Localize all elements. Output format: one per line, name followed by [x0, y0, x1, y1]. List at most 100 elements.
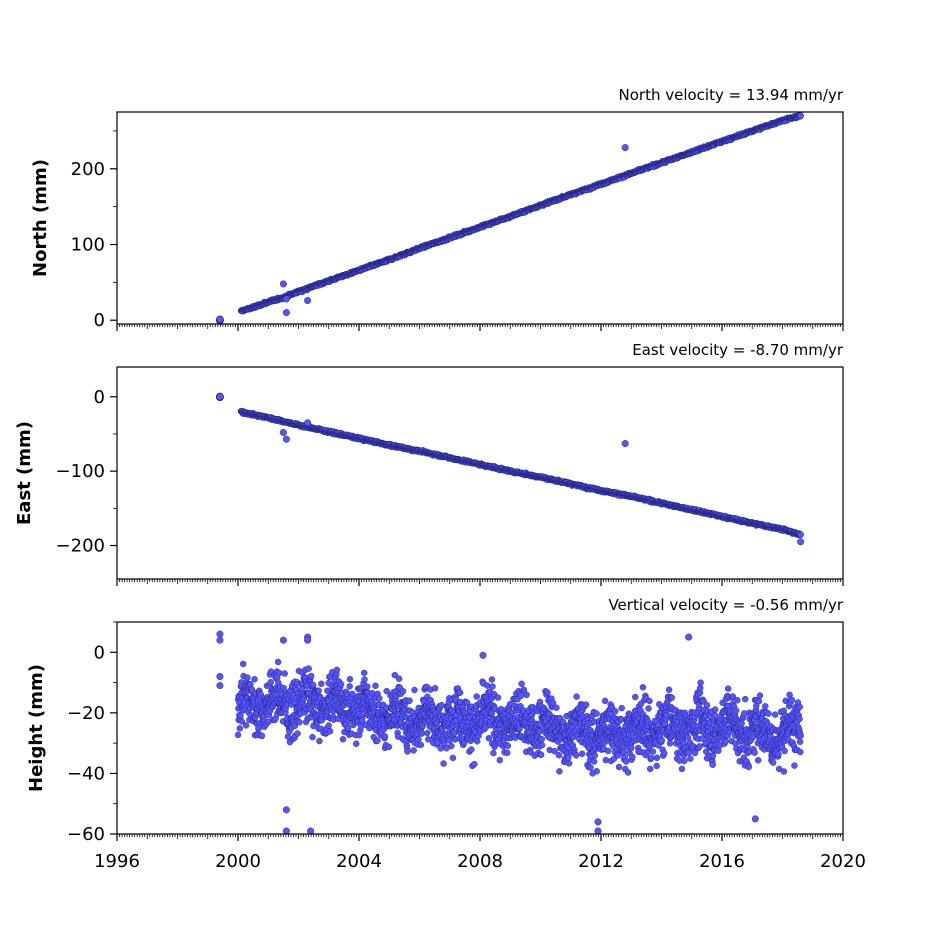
- data-points: [216, 112, 804, 324]
- data-point: [504, 742, 511, 749]
- panel-title: East velocity = -8.70 mm/yr: [632, 341, 844, 359]
- data-point: [431, 685, 439, 692]
- data-point: [418, 730, 425, 737]
- data-point: [244, 674, 251, 681]
- outlier-point: [621, 144, 629, 152]
- data-point: [346, 676, 354, 683]
- data-point: [411, 686, 418, 694]
- data-point: [490, 749, 497, 757]
- outlier-point: [279, 280, 287, 288]
- data-point: [281, 670, 288, 677]
- data-point: [496, 756, 503, 764]
- data-point: [473, 693, 480, 700]
- outlier-point: [304, 419, 312, 427]
- data-point: [305, 665, 312, 672]
- data-point: [446, 737, 453, 744]
- data-points: [216, 630, 804, 834]
- y-axis: 0 −100 −200: [56, 387, 117, 557]
- data-point: [417, 741, 424, 749]
- data-point: [344, 725, 352, 732]
- data-point: [326, 728, 334, 735]
- data-point: [236, 725, 244, 732]
- data-point: [361, 669, 368, 677]
- data-point: [537, 751, 545, 758]
- data-point: [518, 680, 525, 687]
- data-point: [242, 722, 250, 729]
- panel-title: North velocity = 13.94 mm/yr: [619, 86, 844, 104]
- data-point: [406, 697, 413, 704]
- data-point: [538, 741, 546, 749]
- data-point: [339, 736, 347, 743]
- data-point: [364, 683, 371, 690]
- data-points: [216, 392, 805, 546]
- data-point: [296, 719, 303, 726]
- data-point: [415, 736, 422, 743]
- data-point: [309, 733, 316, 741]
- data-point: [485, 735, 493, 742]
- data-point: [234, 731, 242, 739]
- data-point: [372, 682, 379, 689]
- data-point: [449, 754, 457, 762]
- outlier-point: [304, 297, 312, 305]
- data-point: [361, 676, 368, 683]
- data-point: [468, 746, 475, 753]
- data-point: [425, 736, 432, 743]
- data-point: [489, 683, 496, 690]
- data-point: [488, 676, 496, 683]
- y-axis-label: East (mm): [14, 421, 35, 525]
- x-axis: [116, 579, 844, 586]
- data-point: [237, 712, 244, 719]
- data-point: [353, 740, 360, 747]
- data-point: [216, 392, 224, 401]
- data-point: [316, 737, 323, 745]
- data-point: [517, 692, 525, 699]
- data-point: [258, 732, 266, 740]
- panel-1: 0 −100 −200 East (mm) East velocity = -8.70 …: [14, 341, 844, 586]
- data-point: [523, 691, 530, 698]
- outlier-point: [282, 309, 290, 317]
- data-point: [553, 704, 560, 711]
- data-point: [310, 681, 317, 689]
- outlier-point: [797, 538, 805, 546]
- panel-2: 1996 2000 2004 2008 2012 2016 20200−20−40−60He…: [26, 596, 866, 872]
- data-point: [325, 722, 332, 729]
- data-point: [308, 672, 315, 680]
- y-tick-label: 200: [71, 159, 105, 180]
- data-point: [438, 702, 445, 709]
- data-point: [474, 738, 481, 745]
- data-point: [484, 682, 491, 689]
- data-point: [374, 737, 381, 744]
- axes-frame: [116, 111, 844, 325]
- data-point: [538, 736, 545, 743]
- data-point: [346, 683, 353, 690]
- data-point: [797, 112, 804, 119]
- data-point: [251, 676, 258, 683]
- y-tick-label: 0: [94, 310, 105, 331]
- data-point: [450, 730, 458, 737]
- data-point: [424, 729, 431, 737]
- outlier-point: [621, 440, 629, 448]
- panel-0: 0 100 200 North (mm) North velocity = 13.94 …: [30, 86, 844, 331]
- data-point: [494, 694, 502, 701]
- data-point: [399, 688, 407, 695]
- data-point: [294, 730, 301, 737]
- y-axis: 0 100 200: [71, 130, 117, 331]
- y-tick-label: −200: [56, 536, 105, 557]
- axes-frame: [116, 366, 844, 580]
- y-tick-label: −100: [56, 461, 105, 482]
- data-point: [797, 531, 804, 538]
- data-point: [315, 687, 322, 694]
- data-point: [274, 658, 282, 666]
- data-point: [216, 315, 224, 324]
- data-point: [471, 760, 478, 768]
- data-point: [544, 689, 551, 696]
- data-point: [456, 689, 464, 696]
- data-point: [395, 675, 403, 682]
- data-point: [504, 749, 511, 756]
- data-point: [276, 669, 283, 677]
- x-axis: [116, 324, 844, 331]
- data-point: [448, 742, 455, 750]
- data-point: [267, 679, 274, 686]
- data-point: [239, 660, 247, 668]
